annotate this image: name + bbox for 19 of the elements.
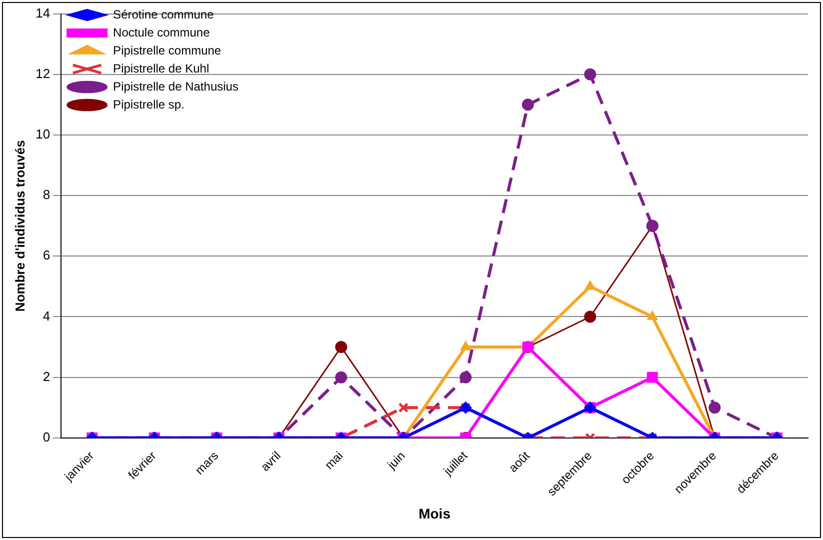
y-tick-label: 6 — [42, 248, 50, 263]
y-tick-label: 2 — [42, 368, 50, 384]
y-tick-label: 0 — [42, 430, 50, 445]
legend-label: Pipistrelle de Kuhl — [113, 61, 210, 76]
y-tick-label: 12 — [36, 66, 50, 81]
legend-label: Noctule commune — [113, 25, 210, 40]
x-tick-label: juin — [384, 448, 408, 472]
y-tick-label: 8 — [42, 187, 50, 202]
legend-label: Sérotine commune — [113, 7, 214, 22]
legend-label: Pipistrelle commune — [113, 43, 222, 58]
x-tick-label: août — [506, 448, 533, 475]
y-tick-label: 4 — [42, 308, 50, 324]
y-tick-label: 14 — [36, 5, 50, 20]
x-axis-title: Mois — [418, 505, 451, 522]
legend-label: Pipistrelle de Nathusius — [113, 79, 238, 94]
y-tick-label: 10 — [36, 126, 50, 142]
x-tick-label: mai — [322, 448, 346, 472]
legend-label: Pipistrelle sp. — [113, 97, 184, 112]
y-axis-title: Nombre d'individus trouvés — [12, 140, 28, 312]
